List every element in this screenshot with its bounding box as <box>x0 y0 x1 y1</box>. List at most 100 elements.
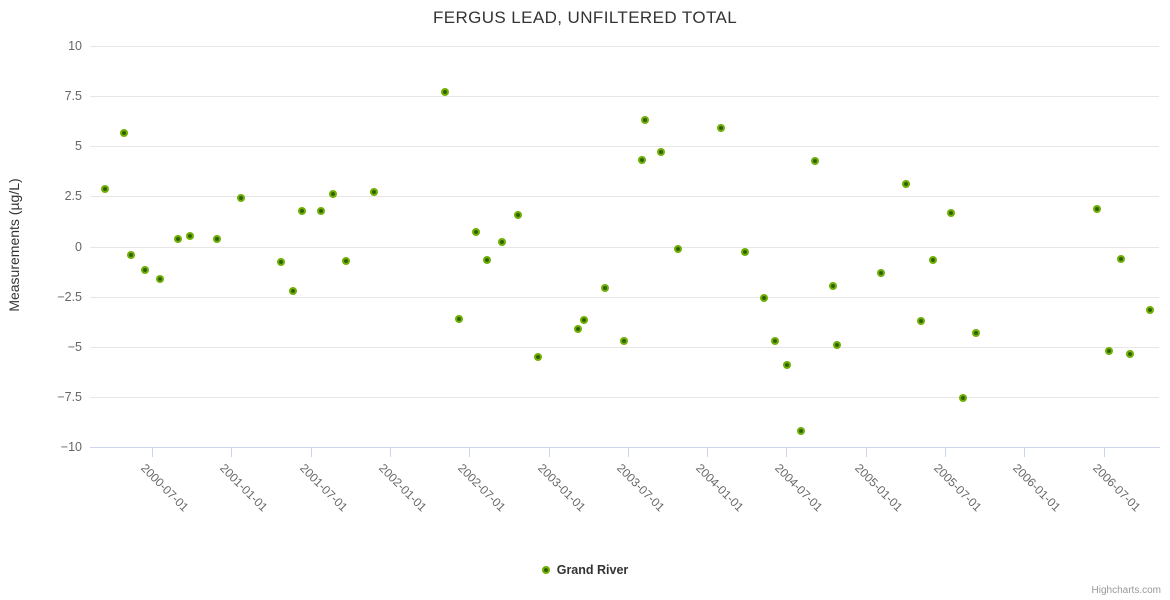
x-axis-tick <box>627 447 629 457</box>
y-axis-tick-label: −5 <box>67 340 82 354</box>
data-point[interactable] <box>656 148 665 157</box>
y-gridline <box>90 196 1159 197</box>
data-point[interactable] <box>289 286 298 295</box>
x-axis-tick-label: 2006-01-01 <box>1010 461 1064 515</box>
x-axis-tick <box>1103 447 1105 457</box>
data-point[interactable] <box>740 247 749 256</box>
data-point[interactable] <box>370 188 379 197</box>
data-point[interactable] <box>601 283 610 292</box>
x-axis-tick-label: 2002-01-01 <box>376 461 430 515</box>
x-axis-line <box>90 447 1160 448</box>
data-point[interactable] <box>928 255 937 264</box>
y-gridline <box>90 397 1159 398</box>
data-point[interactable] <box>534 352 543 361</box>
data-point[interactable] <box>120 129 129 138</box>
y-gridline <box>90 347 1159 348</box>
data-point[interactable] <box>141 265 150 274</box>
data-point[interactable] <box>455 314 464 323</box>
y-axis-tick-label: −2.5 <box>57 290 82 304</box>
x-axis-tick-label: 2005-07-01 <box>931 461 985 515</box>
x-axis-tick <box>548 447 550 457</box>
data-point[interactable] <box>946 209 955 218</box>
data-point[interactable] <box>876 268 885 277</box>
x-axis-tick <box>865 447 867 457</box>
data-point[interactable] <box>1092 205 1101 214</box>
data-point[interactable] <box>574 324 583 333</box>
highcharts-credit[interactable]: Highcharts.com <box>1091 585 1161 596</box>
y-axis-tick-label: 2.5 <box>64 189 82 203</box>
data-point[interactable] <box>297 207 306 216</box>
y-axis-tick-label: 7.5 <box>64 89 82 103</box>
data-point[interactable] <box>901 180 910 189</box>
data-point[interactable] <box>638 156 647 165</box>
data-point[interactable] <box>828 281 837 290</box>
x-axis-tick <box>310 447 312 457</box>
data-point[interactable] <box>342 256 351 265</box>
data-point[interactable] <box>471 228 480 237</box>
data-point[interactable] <box>482 255 491 264</box>
data-point[interactable] <box>497 238 506 247</box>
y-axis-tick-label: −10 <box>60 440 82 454</box>
data-point[interactable] <box>958 393 967 402</box>
legend-label: Grand River <box>556 563 629 577</box>
data-point[interactable] <box>971 328 980 337</box>
y-gridline <box>90 96 1159 97</box>
data-point[interactable] <box>440 88 449 97</box>
x-axis-tick-label: 2004-01-01 <box>693 461 747 515</box>
data-point[interactable] <box>673 244 682 253</box>
data-point[interactable] <box>619 336 628 345</box>
data-point[interactable] <box>770 336 779 345</box>
data-point[interactable] <box>173 235 182 244</box>
y-axis-tick-label: 5 <box>75 139 82 153</box>
x-axis-tick-label: 2003-01-01 <box>534 461 588 515</box>
data-point[interactable] <box>1116 254 1125 263</box>
x-axis-tick-label: 2002-07-01 <box>455 461 509 515</box>
data-point[interactable] <box>759 293 768 302</box>
data-point[interactable] <box>186 232 195 241</box>
data-point[interactable] <box>1145 305 1154 314</box>
x-axis-tick-label: 2001-07-01 <box>296 461 351 515</box>
data-point[interactable] <box>329 190 338 199</box>
x-axis-tick <box>231 447 233 457</box>
y-gridline <box>90 46 1159 47</box>
x-axis-tick <box>786 447 788 457</box>
data-point[interactable] <box>316 207 325 216</box>
x-axis-tick <box>944 447 946 457</box>
y-gridline <box>90 146 1159 147</box>
data-point[interactable] <box>810 157 819 166</box>
x-axis-tick <box>707 447 709 457</box>
x-axis-tick-label: 2001-01-01 <box>217 461 271 515</box>
data-point[interactable] <box>1125 349 1134 358</box>
x-axis-tick-label: 2004-07-01 <box>772 461 826 515</box>
x-axis-tick <box>1024 447 1026 457</box>
data-point[interactable] <box>797 426 806 435</box>
y-gridline <box>90 247 1159 248</box>
data-point[interactable] <box>916 316 925 325</box>
data-point[interactable] <box>716 124 725 133</box>
data-point[interactable] <box>832 340 841 349</box>
legend: Grand River <box>0 563 1170 577</box>
data-point[interactable] <box>100 185 109 194</box>
x-axis-tick <box>390 447 391 457</box>
x-axis-tick <box>152 447 154 457</box>
data-point[interactable] <box>640 116 649 125</box>
x-axis-tick-label: 2000-07-01 <box>138 461 192 515</box>
legend-item-grand-river[interactable]: Grand River <box>541 563 629 577</box>
x-axis-tick <box>469 447 471 457</box>
data-point[interactable] <box>155 274 164 283</box>
legend-marker-icon <box>541 566 550 574</box>
data-point[interactable] <box>1104 346 1113 355</box>
data-point[interactable] <box>213 235 222 244</box>
y-axis-tick-label: 10 <box>68 39 82 53</box>
data-point[interactable] <box>236 194 245 203</box>
chart-title: FERGUS LEAD, UNFILTERED TOTAL <box>432 8 738 27</box>
data-point[interactable] <box>580 315 589 324</box>
y-axis-tick-label: 0 <box>75 240 82 254</box>
y-gridline <box>90 297 1159 298</box>
data-point[interactable] <box>276 257 285 266</box>
data-point[interactable] <box>513 211 522 220</box>
data-point[interactable] <box>126 250 135 259</box>
data-point[interactable] <box>783 360 792 369</box>
x-axis-tick-label: 2003-07-01 <box>613 461 668 515</box>
